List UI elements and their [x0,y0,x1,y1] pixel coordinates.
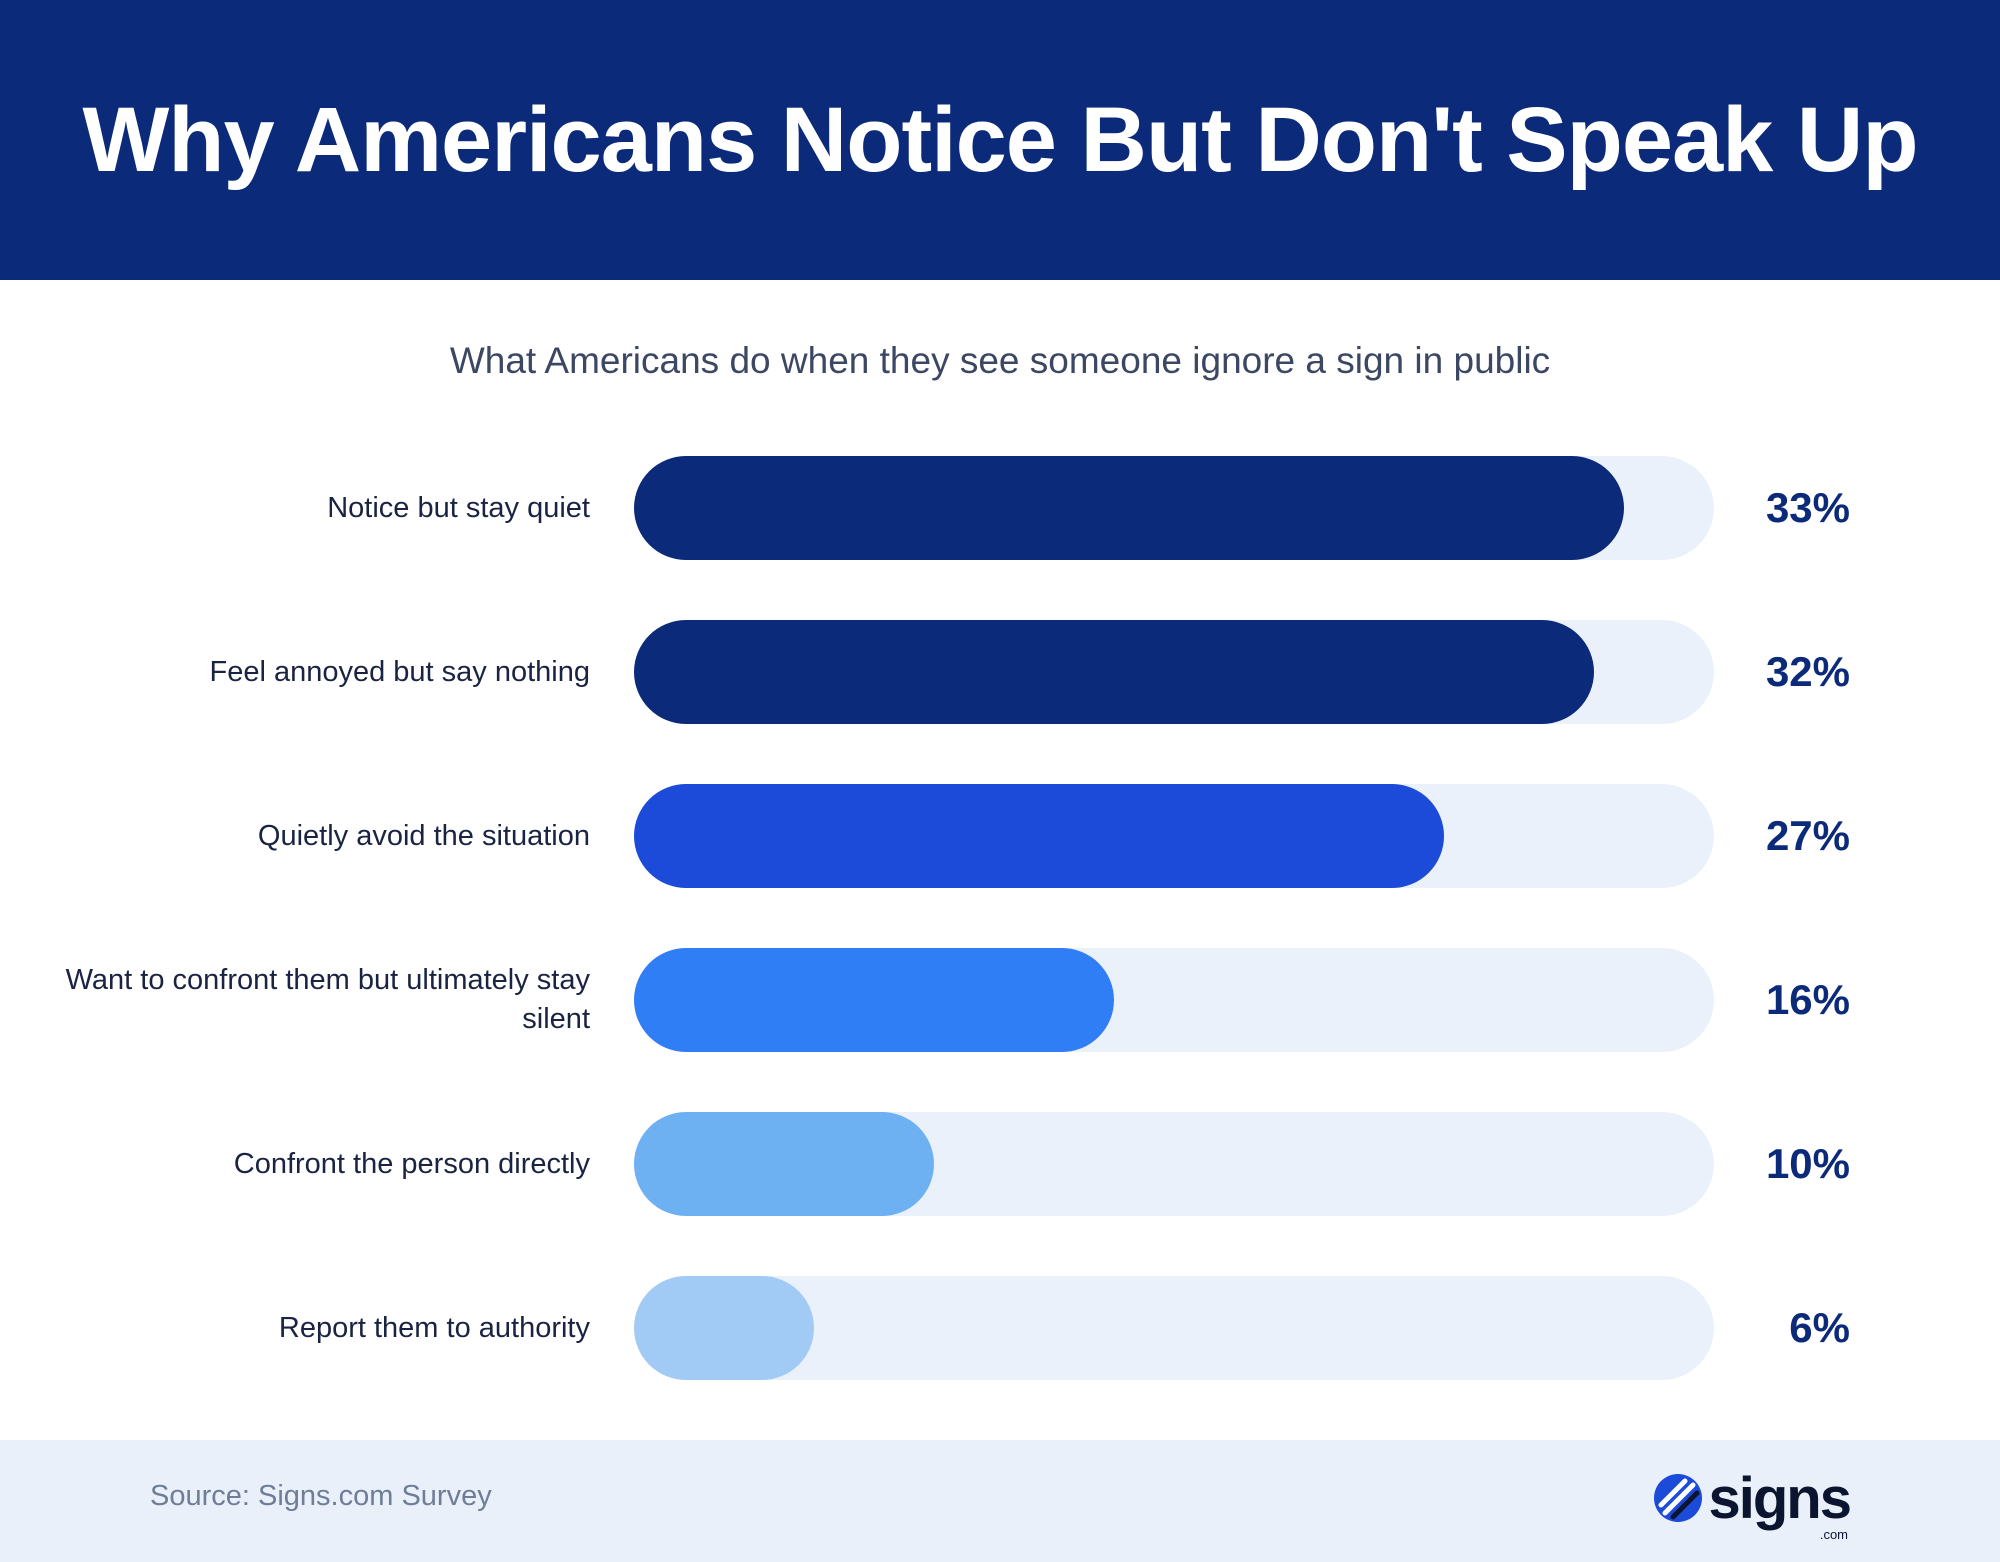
bar [634,784,1444,888]
value-label: 32% [1765,648,1850,695]
value-label: 33% [1765,484,1850,531]
footer: Source: Signs.com Survey signs .com [0,1440,2000,1562]
brand-name: signs .com [1708,1465,1852,1542]
bar [634,620,1594,724]
value-label: 6% [1789,1304,1850,1351]
bar [634,1276,814,1380]
brand-suffix: .com [1819,1526,1848,1542]
bar-track [634,1276,1714,1380]
source-text: Source: Signs.com Survey [150,1480,492,1512]
category-label: Confront the person directly [233,1147,590,1180]
category-label: Want to confront them but ultimately sta… [65,964,590,1035]
value-label: 27% [1765,812,1850,859]
bar [634,456,1624,560]
category-label: Feel annoyed but say nothing [209,655,591,688]
brand-logo: signs .com [1651,1458,1852,1542]
page-title: Why Americans Notice But Don't Speak Up [82,88,1918,191]
category-label: Report them to authority [278,1311,590,1344]
chart-subtitle: What Americans do when they see someone … [449,340,1551,381]
category-label: Quietly avoid the situation [257,819,590,852]
bar [634,1112,934,1216]
header-banner: Why Americans Notice But Don't Speak Up [0,0,2000,280]
value-label: 16% [1765,976,1850,1023]
bar [634,948,1114,1052]
value-label: 10% [1765,1140,1850,1187]
signs-logo-icon [1653,1474,1702,1522]
category-label: Notice but stay quiet [327,491,590,524]
